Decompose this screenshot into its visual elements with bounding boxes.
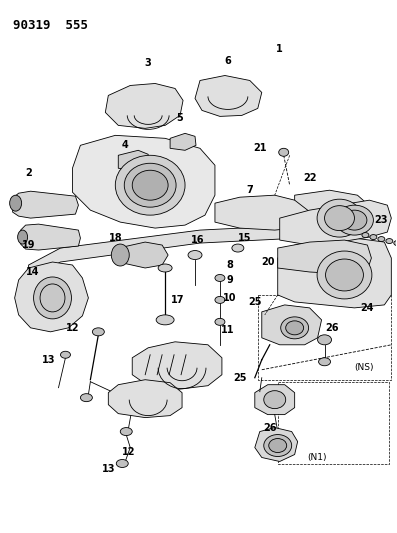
Text: 10: 10 (223, 293, 237, 303)
Text: 26: 26 (263, 423, 276, 433)
Ellipse shape (111, 244, 129, 266)
Ellipse shape (264, 434, 292, 456)
Polygon shape (132, 342, 222, 390)
Polygon shape (29, 225, 300, 278)
Text: 12: 12 (66, 323, 79, 333)
Text: 5: 5 (177, 114, 183, 123)
Ellipse shape (34, 277, 71, 319)
Text: 25: 25 (233, 373, 247, 383)
Ellipse shape (386, 239, 393, 244)
Text: 21: 21 (253, 143, 266, 154)
Text: 2: 2 (25, 168, 32, 178)
Text: 18: 18 (108, 233, 122, 243)
Text: 1: 1 (276, 44, 283, 54)
Text: 16: 16 (191, 235, 205, 245)
Ellipse shape (370, 235, 377, 239)
Ellipse shape (93, 328, 104, 336)
Ellipse shape (378, 237, 385, 241)
Text: (N1): (N1) (308, 453, 327, 462)
Polygon shape (215, 195, 308, 230)
Ellipse shape (120, 427, 132, 435)
Ellipse shape (158, 264, 172, 272)
Ellipse shape (116, 459, 128, 467)
Text: 22: 22 (303, 173, 316, 183)
Polygon shape (300, 212, 389, 238)
Ellipse shape (215, 274, 225, 281)
Polygon shape (118, 150, 148, 170)
Polygon shape (278, 238, 391, 308)
Text: 19: 19 (22, 240, 35, 250)
Ellipse shape (325, 206, 355, 231)
Ellipse shape (124, 163, 176, 207)
Text: 13: 13 (42, 355, 55, 365)
Polygon shape (278, 240, 371, 274)
Polygon shape (255, 385, 295, 415)
Ellipse shape (335, 205, 374, 235)
Ellipse shape (81, 394, 93, 402)
Text: 7: 7 (247, 185, 253, 195)
Text: 24: 24 (360, 303, 374, 313)
Polygon shape (170, 133, 196, 150)
Text: 90319  555: 90319 555 (13, 19, 88, 31)
Polygon shape (295, 190, 374, 244)
Text: 25: 25 (248, 297, 262, 307)
Ellipse shape (10, 195, 21, 211)
Text: 3: 3 (145, 58, 152, 68)
Ellipse shape (115, 155, 185, 215)
Ellipse shape (281, 317, 308, 339)
Ellipse shape (318, 335, 331, 345)
Ellipse shape (394, 240, 397, 246)
Text: 14: 14 (26, 267, 39, 277)
Ellipse shape (317, 199, 362, 237)
Ellipse shape (279, 148, 289, 156)
Polygon shape (255, 427, 298, 462)
Text: 23: 23 (375, 215, 388, 225)
Text: 15: 15 (238, 233, 252, 243)
Text: 12: 12 (121, 447, 135, 457)
Ellipse shape (17, 230, 28, 244)
Text: (NS): (NS) (355, 363, 374, 372)
Text: 4: 4 (122, 140, 129, 150)
Ellipse shape (326, 259, 363, 291)
Ellipse shape (342, 210, 367, 230)
Polygon shape (21, 224, 81, 250)
Polygon shape (108, 379, 182, 417)
Ellipse shape (215, 296, 225, 303)
Ellipse shape (156, 315, 174, 325)
Text: 8: 8 (226, 260, 233, 270)
Polygon shape (118, 242, 168, 268)
Text: 17: 17 (172, 295, 185, 305)
Polygon shape (262, 305, 322, 345)
Polygon shape (13, 191, 79, 218)
Text: 11: 11 (221, 325, 235, 335)
Ellipse shape (317, 251, 372, 299)
Text: 9: 9 (227, 275, 233, 285)
Ellipse shape (362, 232, 369, 238)
Text: 20: 20 (261, 257, 274, 267)
Ellipse shape (60, 351, 70, 358)
Polygon shape (195, 76, 262, 116)
Polygon shape (105, 84, 183, 128)
Text: 26: 26 (325, 323, 338, 333)
Polygon shape (72, 135, 215, 228)
Ellipse shape (264, 391, 286, 409)
Ellipse shape (269, 439, 287, 453)
Ellipse shape (132, 170, 168, 200)
Ellipse shape (318, 358, 331, 366)
Polygon shape (280, 200, 391, 245)
Text: 6: 6 (225, 55, 231, 66)
Text: 13: 13 (102, 464, 115, 474)
Ellipse shape (286, 321, 304, 335)
Ellipse shape (215, 318, 225, 325)
Polygon shape (15, 262, 89, 332)
Ellipse shape (232, 244, 244, 252)
Ellipse shape (188, 251, 202, 260)
